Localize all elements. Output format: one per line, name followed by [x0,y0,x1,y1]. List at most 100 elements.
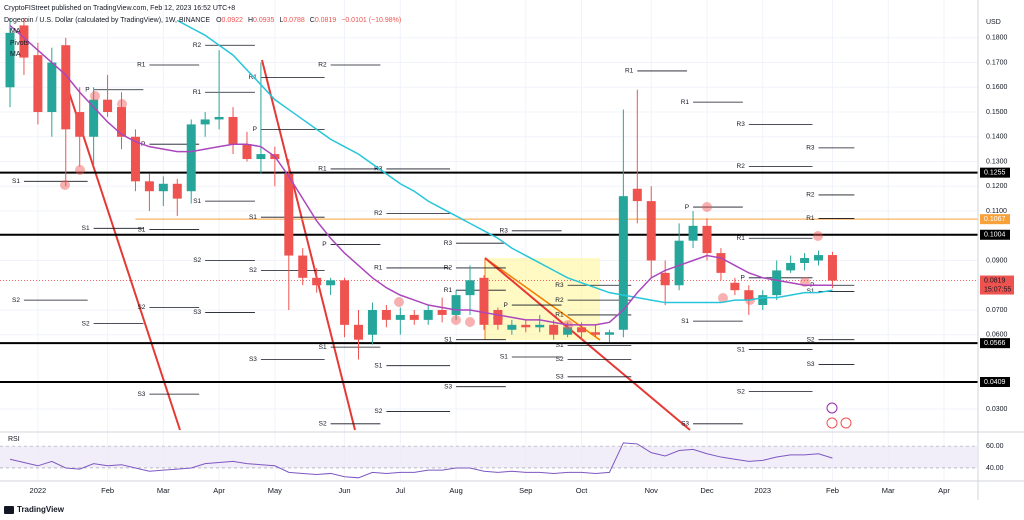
x-tick-label: Feb [101,486,114,495]
y-tick-label: 0.0900 [986,257,1008,264]
marker [394,297,404,307]
candle-body [75,112,85,137]
pivot-label: S1 [681,318,689,325]
legend-entry: MA [10,28,21,35]
pivots-layer: S1 S2 P S1 S2 R1 P S1 S2 S3 R2 R1 S1 S2 S3 R1 P S1 S2 S3 R2 R… [12,42,855,428]
candle-body [423,309,433,320]
pivot-label: S3 [807,361,815,368]
readout-value: 0.0922 [222,17,244,24]
candle-body [451,295,461,315]
y-tick-label: 0.1200 [986,183,1008,190]
level-label: 0.1067 [984,216,1006,223]
pivot-label: S2 [12,297,20,304]
pivot-label: P [685,204,689,211]
x-tick-label: May [268,486,282,495]
x-tick-label: Jun [339,486,351,495]
x-tick-label: Dec [700,486,714,495]
pivot-label: R3 [500,228,509,235]
logo [4,506,14,514]
marker [60,180,70,190]
trend-line [484,257,601,341]
y-tick-label: 0.1800 [986,35,1008,42]
candle-body [604,332,614,335]
pivot-label: S1 [444,336,452,343]
pivot-label: P [503,302,507,309]
rsi-band [0,446,978,468]
pivot-label: S1 [193,198,201,205]
moving-average [176,19,833,304]
candle-body [632,188,642,202]
ma-layer [9,19,833,326]
pivot-label: S1 [319,344,327,351]
countdown: 15:07:55 [984,286,1011,293]
pivot-label: R1 [137,62,146,69]
rsi-layer [0,442,978,479]
candle-body [800,258,810,263]
candle-body [33,55,43,113]
pivot-label: S3 [193,309,201,316]
pivot-label: R1 [444,287,453,294]
pivot-label: S1 [737,346,745,353]
pivot-label: R3 [806,145,815,152]
candle-body [535,324,545,328]
pivot-label: S2 [82,320,90,327]
pivot-label: R2 [555,297,564,304]
marker [465,317,475,327]
symbol-header: Dogecoin / U.S. Dollar (calculated by Tr… [4,17,401,24]
pivot-label: S3 [681,421,689,428]
candle-body [618,196,628,330]
event-icons [826,402,852,429]
legend-entry: MA [10,51,21,58]
pivot-label: S1 [82,225,90,232]
readout-value: 0.0935 [253,17,275,24]
candle-body [814,255,824,261]
pivot-label: R1 [374,265,383,272]
pivot-label: R2 [193,42,202,49]
x-tick-label: Mar [157,486,170,495]
pivot-label: R1 [249,74,258,81]
candle-body [214,116,224,120]
level-label-box [980,376,1010,387]
marker [451,315,461,325]
x-tick-label: Sep [519,486,532,495]
candle-body [228,116,238,145]
pivot-label: S2 [137,304,145,311]
y-tick-label: 0.1700 [986,59,1008,66]
pivot-label: R1 [193,89,202,96]
level-label-box [980,338,1010,349]
pivot-label: S1 [374,362,382,369]
candle-body [660,272,670,286]
trend-line [64,79,181,431]
x-tick-label: Apr [938,486,950,495]
pivot-label: R3 [737,121,746,128]
pivot-label: S2 [737,388,745,395]
icon [840,417,852,429]
x-tick-label: Oct [576,486,589,495]
rsi-title: RSI [8,436,20,443]
marker [702,202,712,212]
candle-body [340,280,350,325]
levels-layer [0,171,978,383]
pivot-label: R1 [555,312,564,319]
candle-body [786,262,796,271]
candle-body [507,324,517,330]
candle-body [590,332,600,335]
pivot-label: S2 [319,421,327,428]
candle-body [47,62,57,113]
pivot-label: S1 [12,178,20,185]
candle-body [563,327,573,335]
candle-body [716,253,726,273]
candle-body [298,255,308,278]
pivot-label: S3 [249,356,257,363]
indicator-label: Pivots [10,40,30,47]
candle-body [256,154,266,160]
x-tick-label: Jul [396,486,406,495]
y-tick-label: 0.0600 [986,332,1008,339]
pivot-label: R1 [318,166,327,173]
readout-value: 0.0788 [283,17,305,24]
candle-body [674,240,684,286]
pivot-label: S1 [137,226,145,233]
x-tick-label: 2023 [754,486,771,495]
candle-body [730,282,740,291]
